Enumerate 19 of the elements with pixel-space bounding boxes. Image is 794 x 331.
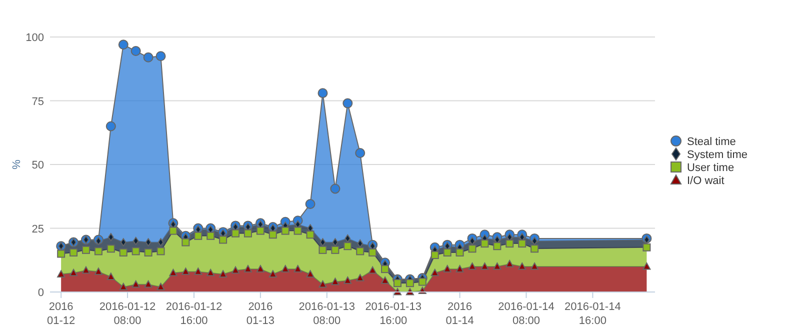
x-tick-label: 2016 01-13 xyxy=(246,301,275,327)
y-tick-label: 50 xyxy=(32,160,44,172)
y-tick-label: 75 xyxy=(32,96,44,108)
y-tick-label: 100 xyxy=(26,32,44,44)
x-tick-label: 2016-01-13 16:00 xyxy=(365,301,422,327)
x-tick-label: 2016-01-14 08:00 xyxy=(498,301,554,327)
legend-label: I/O wait xyxy=(687,175,724,187)
legend-label: Steal time xyxy=(687,136,736,148)
x-tick-label: 2016 01-12 xyxy=(47,301,76,327)
x-tick-label: 2016-01-12 16:00 xyxy=(166,301,222,327)
y-tick-label: 25 xyxy=(32,223,44,236)
x-tick-label: 2016-01-14 16:00 xyxy=(564,301,621,327)
legend-label: System time xyxy=(687,149,748,161)
x-tick-label: 2016 01-14 xyxy=(446,301,474,327)
y-tick-label: 0 xyxy=(38,287,44,299)
y-axis-title: % xyxy=(11,159,23,170)
legend-label: User time xyxy=(687,162,734,174)
x-tick-label: 2016-01-12 08:00 xyxy=(99,301,156,327)
x-tick-label: 2016-01-13 08:00 xyxy=(298,301,356,327)
